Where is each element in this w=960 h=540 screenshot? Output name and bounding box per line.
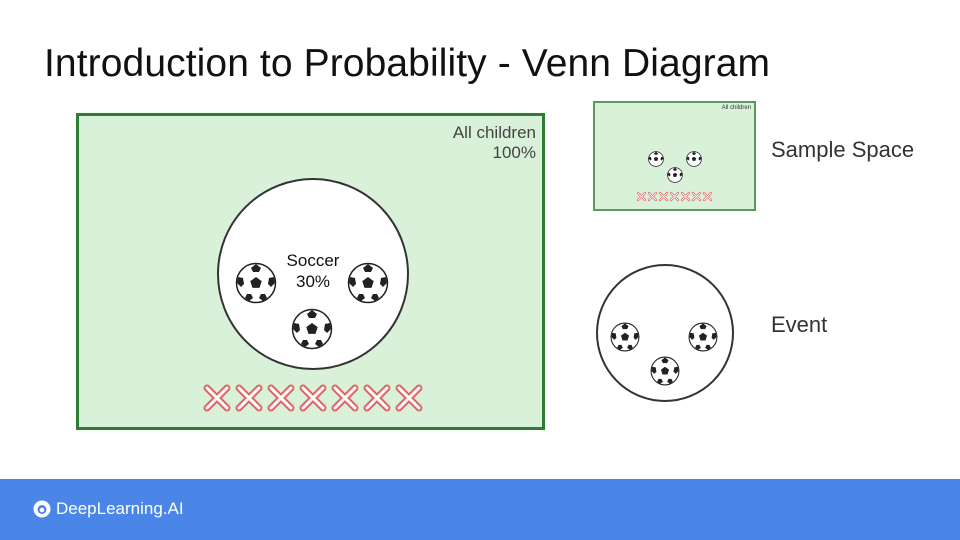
x-mark-icon [647,191,658,202]
brand-name: DeepLearning.AI [56,499,184,518]
slide-title: Introduction to Probability - Venn Diagr… [44,42,771,85]
soccer-ball-icon [648,151,664,167]
x-mark-icon [235,384,263,412]
x-mark-icon [680,191,691,202]
soccer-ball-icon [650,356,680,386]
x-mark-icon [658,191,669,202]
brand-logo: DeepLearning.AI [33,499,184,519]
universe-label: All children [452,123,536,142]
event-label: Soccer [286,251,340,270]
x-mark-icon [299,384,327,412]
soccer-ball-icon [235,262,277,304]
soccer-ball-icon [291,308,333,350]
sample-space-box: All children 100% Soccer 30% [76,113,545,430]
x-mark-icon [636,191,647,202]
soccer-ball-icon [347,262,389,304]
x-mark-icon [395,384,423,412]
event-legend-label: Event [771,312,828,337]
soccer-ball-icon [610,322,640,352]
event-circle-label: Soccer 30% [219,250,407,292]
x-mark-icon [203,384,231,412]
soccer-ball-icon [688,322,718,352]
event-legend-circle [596,264,734,402]
event-percent: 30% [295,272,331,291]
soccer-ball-icon [686,151,702,167]
sample-space-legend-label: Sample Space [771,137,915,162]
thumbnail-non-soccer-marks [636,191,713,202]
thumbnail-label: All children [721,105,751,111]
event-circle: Soccer 30% [217,178,409,370]
sample-space-label: All children 100% [453,123,536,163]
x-mark-icon [363,384,391,412]
soccer-ball-icon [667,167,683,183]
x-mark-icon [669,191,680,202]
footer-bar: DeepLearning.AI [0,479,960,540]
sample-space-thumbnail: All children [593,101,756,211]
x-mark-icon [702,191,713,202]
x-mark-icon [691,191,702,202]
deeplearning-logo-icon [33,500,51,518]
non-soccer-marks [201,382,425,414]
x-mark-icon [267,384,295,412]
x-mark-icon [331,384,359,412]
universe-percent: 100% [492,143,536,162]
